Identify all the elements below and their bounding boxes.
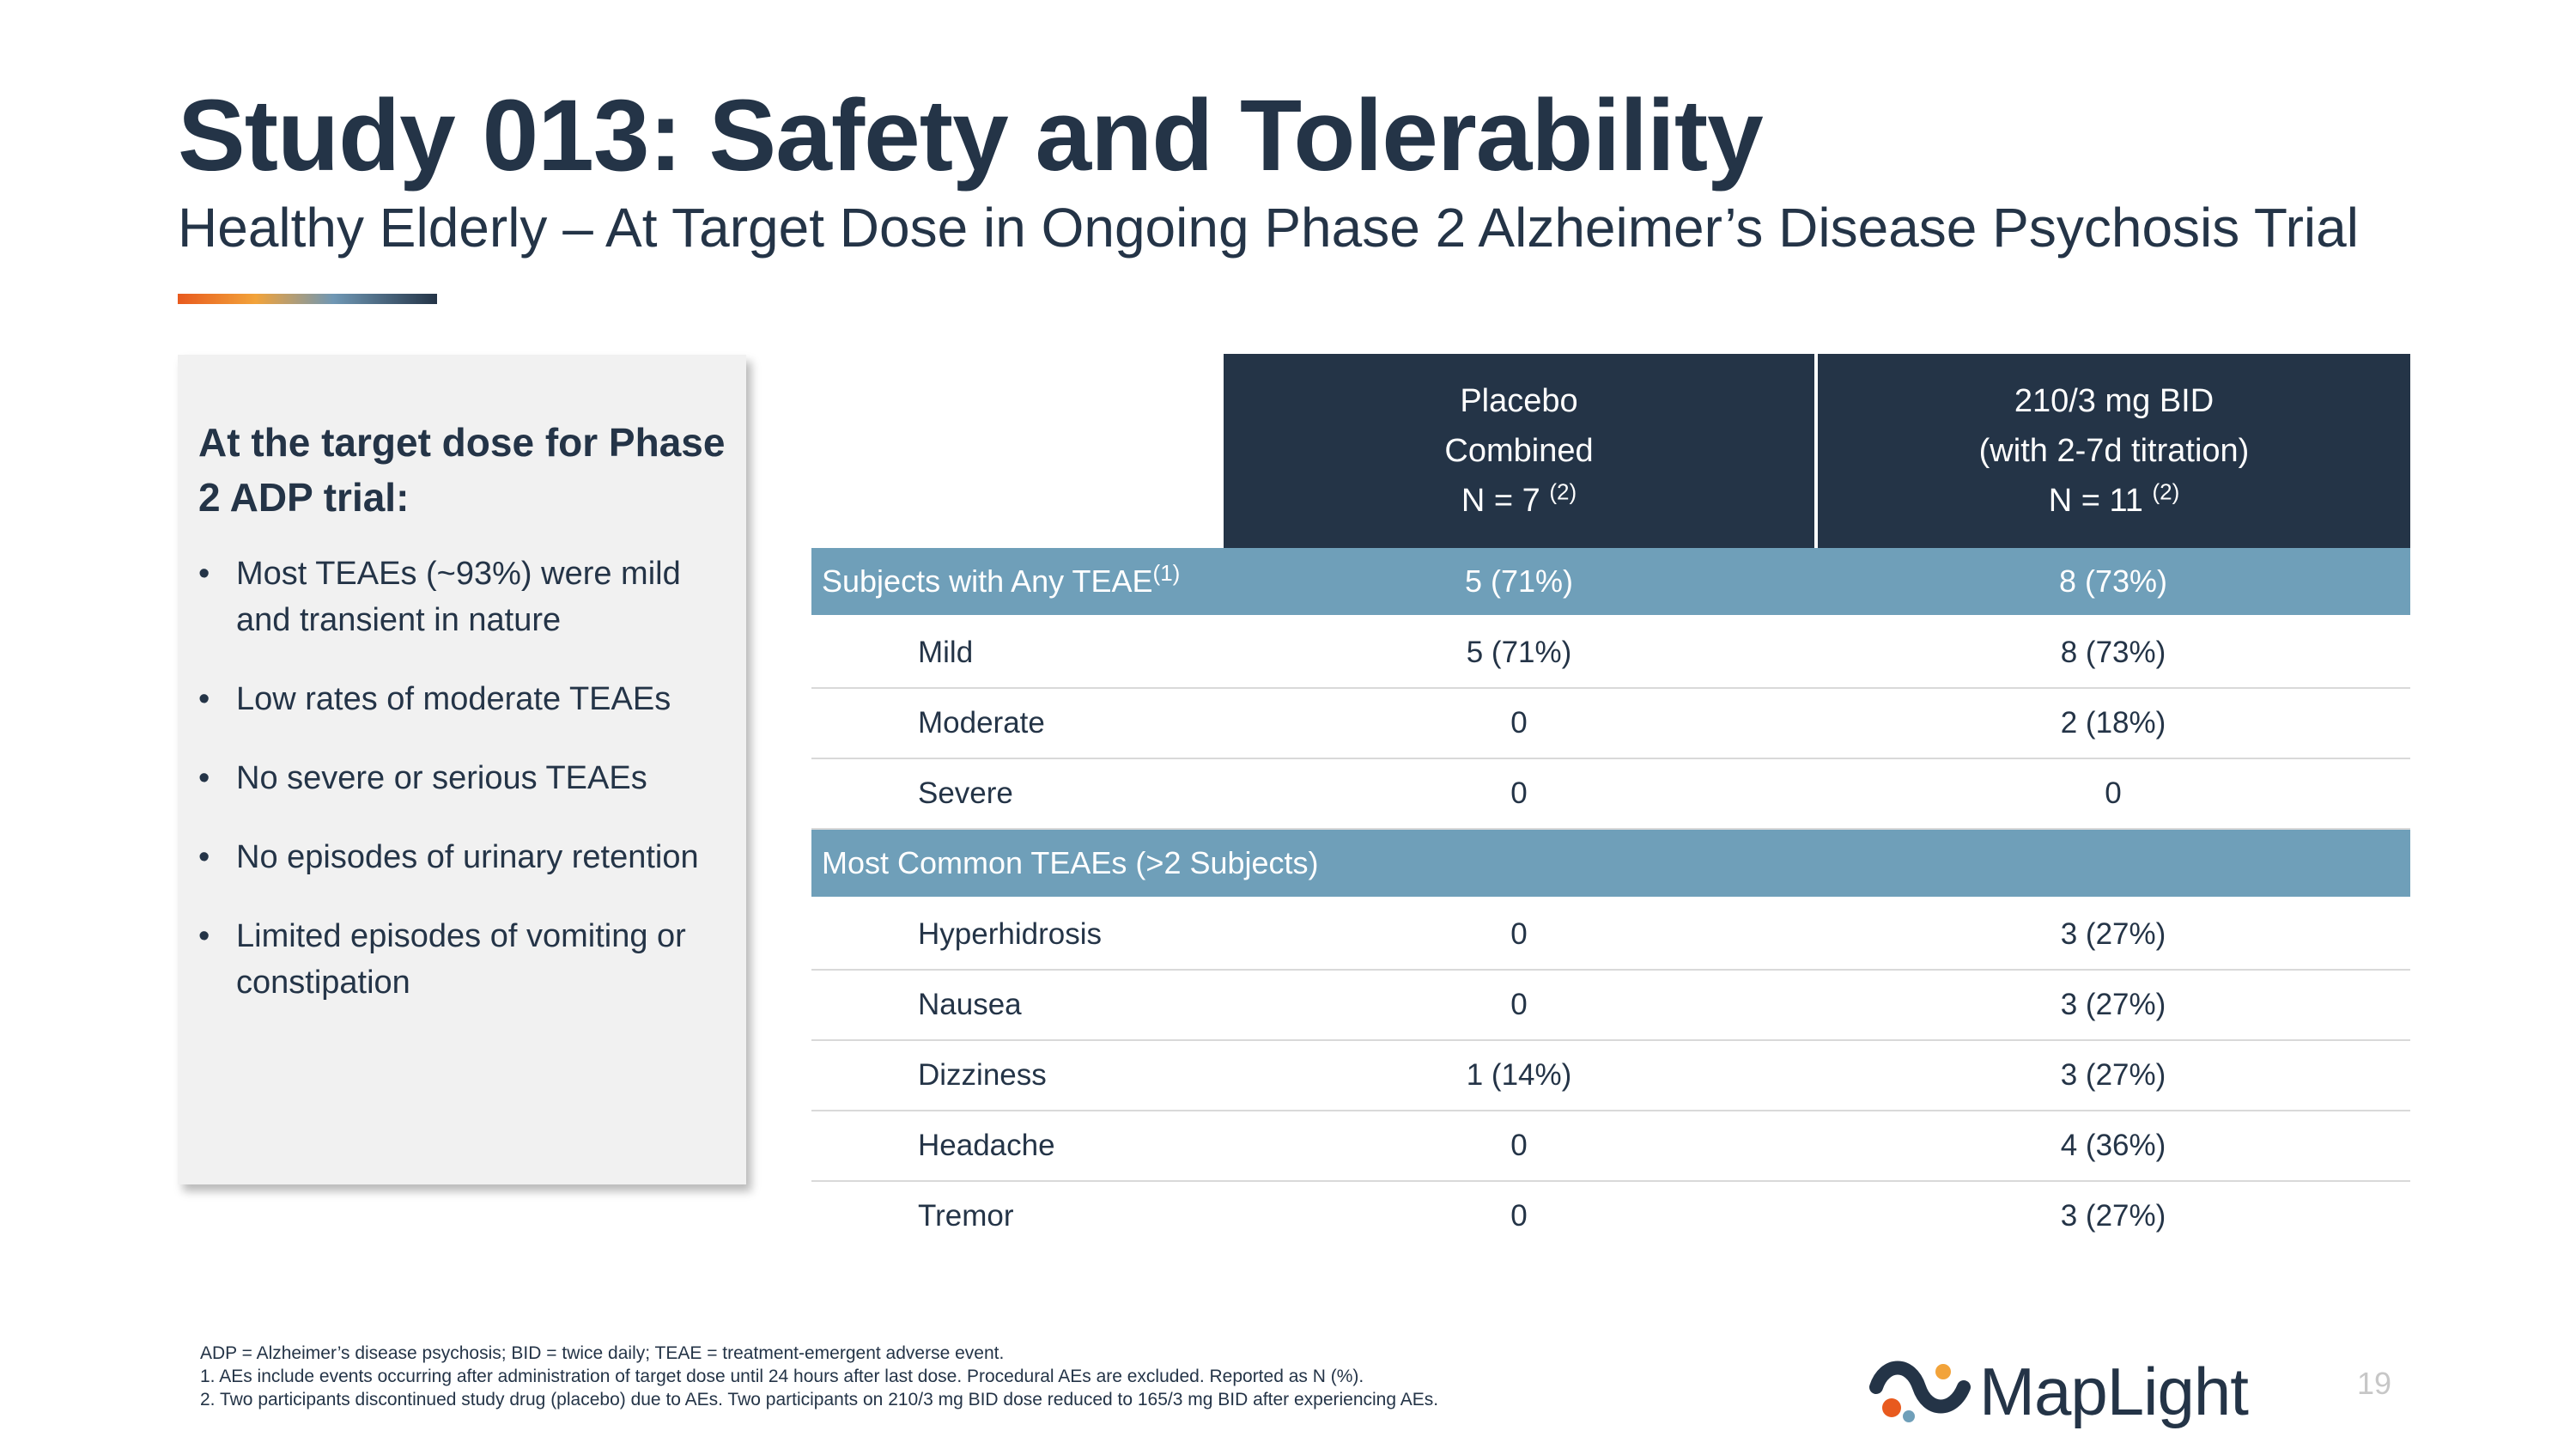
maplight-logo-icon: [1869, 1361, 1971, 1422]
table-row: Dizziness 1 (14%) 3 (27%): [811, 1040, 2410, 1111]
bullet-dot-icon: •: [198, 681, 210, 717]
accent-divider: [178, 294, 437, 304]
table-row: Severe 0 0: [811, 758, 2410, 830]
bullet-dot-icon: •: [198, 918, 210, 954]
key-points-panel: At the target dose for Phase 2 ADP trial…: [178, 355, 746, 1184]
slide-title: Study 013: Safety and Tolerability: [178, 79, 1764, 192]
key-point: • Most TEAEs (~93%) were mild and transie…: [198, 551, 731, 643]
key-point: • No episodes of urinary retention: [198, 834, 731, 880]
header-dose: 210/3 mg BID (with 2-7d titration) N = 1…: [1814, 354, 2410, 548]
table-row: Headache 0 4 (36%): [811, 1111, 2410, 1182]
key-point: • Low rates of moderate TEAEs: [198, 676, 731, 722]
page-number: 19: [2357, 1366, 2392, 1401]
bullet-dot-icon: •: [198, 556, 210, 592]
key-point: • Limited episodes of vomiting or constip…: [198, 913, 731, 1006]
bullet-dot-icon: •: [198, 839, 210, 875]
section-row-any-teae: Subjects with Any TEAE(1) 5 (71%) 8 (73%…: [811, 548, 2410, 618]
footnote: 1. AEs include events occurring after ad…: [200, 1367, 1364, 1386]
maplight-logo: MapLight: [1868, 1353, 2271, 1430]
table-row: Hyperhidrosis 0 3 (27%): [811, 898, 2410, 971]
key-point: • No severe or serious TEAEs: [198, 755, 731, 801]
table-row: Mild 5 (71%) 8 (73%): [811, 617, 2410, 689]
footnotes: ADP = Alzheimer’s disease psychosis; BID…: [200, 1342, 1746, 1411]
key-points-list: • Most TEAEs (~93%) were mild and transie…: [198, 551, 731, 1038]
header-placebo: Placebo Combined N = 7 (2): [1220, 354, 1816, 548]
header-blank-cell: [811, 354, 1222, 548]
teae-table: Placebo Combined N = 7 (2) 210/3 mg BID …: [811, 354, 2410, 1251]
section-row-common-teae: Most Common TEAEs (>2 Subjects): [811, 829, 2410, 900]
footnote: ADP = Alzheimer’s disease psychosis; BID…: [200, 1343, 1005, 1363]
table-row: Nausea 0 3 (27%): [811, 970, 2410, 1041]
slide-subtitle: Healthy Elderly – At Target Dose in Ongo…: [178, 197, 2359, 259]
table-row: Moderate 0 2 (18%): [811, 688, 2410, 759]
maplight-logo-text: MapLight: [1979, 1354, 2249, 1429]
footnote: 2. Two participants discontinued study d…: [200, 1390, 1439, 1409]
key-points-heading: At the target dose for Phase 2 ADP trial…: [198, 420, 726, 520]
table-row: Tremor 0 3 (27%): [918, 1199, 2166, 1233]
bullet-dot-icon: •: [198, 760, 210, 796]
